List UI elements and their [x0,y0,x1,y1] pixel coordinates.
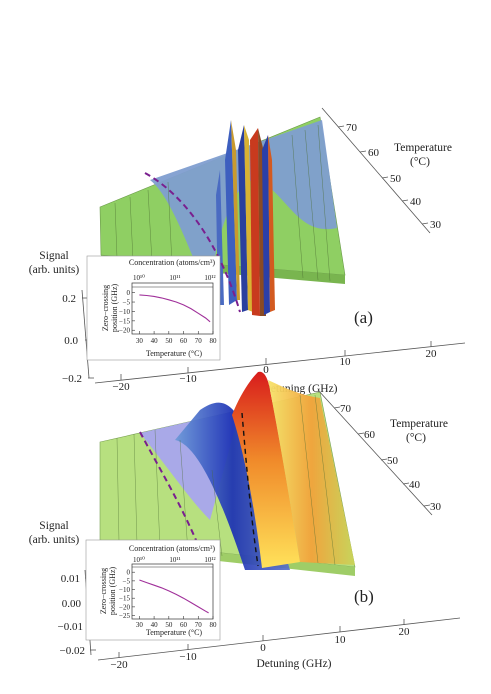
inset-b-ytick-0: 0 [127,569,131,577]
inset-a-xtick-4: 70 [195,337,203,345]
inset-b-top-tick-1: 10¹¹ [169,556,180,564]
temperature-tick-b-2: 50 [387,455,399,467]
inset-b-ytick-5: −25 [119,612,130,620]
inset-a-ytick-0: 0 [127,289,131,297]
signal-label-a-line2: (arb. units) [29,264,80,276]
signal-label-a-line1: Signal [39,250,68,262]
signal-tick-a-0: 0.2 [62,293,76,305]
temperature-tick-a-0: 70 [346,122,358,134]
panel-b: 0.01 0.00 −0.01 −0.02 Signal (arb. units… [29,372,460,671]
inset-a-ytick-1: −5 [123,299,131,307]
temperature-label-a-line1: Temperature [394,142,452,154]
temperature-tick-a-3: 40 [410,196,422,208]
inset-b: Concentration (atoms/cm³) 10¹⁰ 10¹¹ 10¹²… [86,540,220,640]
inset-b-ytick-3: −15 [119,595,130,603]
signal-tick-a-1: 0.0 [64,335,78,347]
signal-tick-b-3: −0.02 [60,645,85,657]
inset-b-xtick-5: 80 [210,621,218,629]
detuning-tick-b-4: 20 [399,626,411,638]
temperature-label-b-line1: Temperature [390,418,448,430]
inset-a-xtick-3: 60 [180,337,188,345]
temperature-tick-b-3: 40 [409,479,421,491]
inset-b-top-tick-2: 10¹² [204,556,215,564]
temperature-tick-a-2: 50 [390,173,402,185]
inset-a-top-label: Concentration (atoms/cm³) [129,258,215,267]
inset-b-ytick-1: −5 [123,577,131,585]
temperature-tick-a-1: 60 [368,147,380,159]
detuning-tick-b-3: 10 [335,634,347,646]
temperature-ticks-a [338,126,428,224]
detuning-tick-b-1: −10 [179,651,197,663]
signal-tick-b-2: −0.01 [58,621,83,633]
inset-a-top-tick-0: 10¹⁰ [133,274,145,282]
inset-b-xtick-0: 30 [136,621,144,629]
temperature-tick-b-4: 30 [430,501,442,513]
detuning-tick-a-4: 20 [426,348,438,360]
inset-a-ylabel-line1: Zero−crossing [101,285,110,331]
temperature-label-b-line2: (°C) [406,432,426,444]
detuning-tick-a-0: −20 [112,381,130,393]
inset-a-xtick-2: 50 [165,337,173,345]
inset-a-ylabel-line2: position (GHz) [110,284,119,333]
inset-b-ytick-2: −10 [119,586,130,594]
signal-tick-b-1: 0.00 [62,598,82,610]
inset-b-top-label: Concentration (atoms/cm³) [129,544,215,553]
inset-a-top-tick-2: 10¹² [204,274,215,282]
panel-label-a: (a) [354,308,373,327]
inset-b-xlabel: Temperature (°C) [146,628,203,637]
detuning-label-b: Detuning (GHz) [256,658,331,670]
detuning-tick-b-0: −20 [110,659,128,671]
inset-a-top-tick-1: 10¹¹ [169,274,180,282]
detuning-tick-a-3: 10 [340,356,352,368]
temperature-label-a-line2: (°C) [410,156,430,168]
temperature-tick-b-1: 60 [364,429,376,441]
panel-label-b: (b) [354,587,374,606]
inset-a: Concentration (atoms/cm³) 10¹⁰ 10¹¹ 10¹²… [87,256,220,360]
detuning-tick-a-1: −10 [179,373,197,385]
inset-b-ylabel-line2: position (GHz) [108,567,117,616]
signal-label-b-line1: Signal [39,520,68,532]
panel-a: 0.2 0.0 −0.2 Signal (arb. units) −20 −10… [29,108,465,395]
inset-a-xtick-1: 40 [151,337,159,345]
inset-a-xtick-0: 30 [136,337,144,345]
signal-tick-b-0: 0.01 [61,573,80,585]
inset-b-top-tick-0: 10¹⁰ [133,556,145,564]
inset-a-ytick-4: −20 [119,327,130,335]
inset-b-ytick-4: −20 [119,603,130,611]
inset-a-ytick-2: −10 [119,308,130,316]
inset-a-xlabel: Temperature (°C) [146,349,203,358]
temperature-tick-b-0: 70 [340,403,352,415]
inset-a-ytick-3: −15 [119,317,130,325]
inset-a-xtick-5: 80 [210,337,218,345]
inset-b-ylabel-line1: Zero−crossing [99,568,108,614]
signal-label-b-line2: (arb. units) [29,534,80,546]
signal-tick-a-2: −0.2 [62,373,82,385]
detuning-tick-b-2: 0 [260,642,266,654]
temperature-tick-a-4: 30 [430,219,442,231]
